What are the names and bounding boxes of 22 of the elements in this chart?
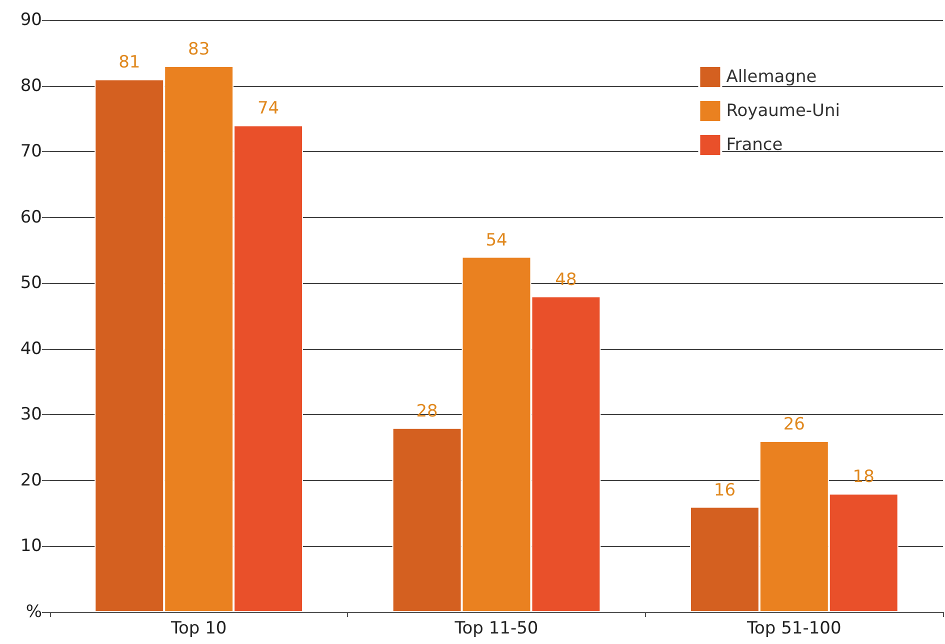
y-tick-label: 50 [20,273,42,294]
y-tick-label: 30 [20,404,42,425]
data-label: 74 [257,98,280,119]
y-tick-label: 60 [20,207,42,228]
legend-label: France [726,135,783,155]
y-tick-label: 40 [20,338,42,359]
x-tick-label: Top 11-50 [454,618,538,638]
y-tick-label: 10 [20,536,42,556]
x-tick-label: Top 51-100 [746,618,842,638]
data-label: 83 [188,40,210,60]
legend-label: Allemagne [726,67,817,87]
data-label: 26 [783,414,805,434]
legend-label: Royaume-Uni [726,101,840,121]
x-tick-label: Top 10 [170,618,227,638]
y-tick-label: 90 [20,10,42,30]
y-tick-label: 70 [20,142,42,162]
data-label: 81 [118,52,140,73]
y-tick-label: % [26,602,42,622]
data-label: 16 [714,480,736,500]
y-tick-label: 80 [20,76,42,96]
data-label: 54 [486,230,508,250]
y-tick-label: 20 [20,470,42,490]
